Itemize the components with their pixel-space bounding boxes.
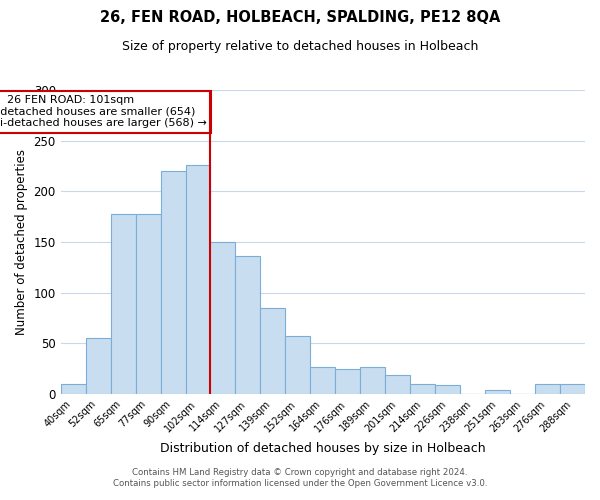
Bar <box>335 368 360 394</box>
Bar <box>410 384 435 394</box>
Bar <box>385 374 410 394</box>
Bar <box>485 390 510 394</box>
Bar <box>286 336 310 394</box>
Bar <box>435 385 460 394</box>
Bar <box>211 242 235 394</box>
Bar <box>86 338 110 394</box>
Bar <box>136 214 161 394</box>
Bar <box>110 214 136 394</box>
Bar <box>185 165 211 394</box>
Bar <box>360 366 385 394</box>
Text: Size of property relative to detached houses in Holbeach: Size of property relative to detached ho… <box>122 40 478 53</box>
Bar <box>310 366 335 394</box>
Bar <box>560 384 585 394</box>
Text: Contains HM Land Registry data © Crown copyright and database right 2024.
Contai: Contains HM Land Registry data © Crown c… <box>113 468 487 487</box>
Text: 26, FEN ROAD, HOLBEACH, SPALDING, PE12 8QA: 26, FEN ROAD, HOLBEACH, SPALDING, PE12 8… <box>100 10 500 25</box>
Bar <box>235 256 260 394</box>
Bar <box>260 308 286 394</box>
Bar <box>61 384 86 394</box>
X-axis label: Distribution of detached houses by size in Holbeach: Distribution of detached houses by size … <box>160 442 485 455</box>
Bar <box>535 384 560 394</box>
Bar <box>161 171 185 394</box>
Text: 26 FEN ROAD: 101sqm
← 53% of detached houses are smaller (654)
46% of semi-detac: 26 FEN ROAD: 101sqm ← 53% of detached ho… <box>0 95 207 128</box>
Y-axis label: Number of detached properties: Number of detached properties <box>15 149 28 335</box>
